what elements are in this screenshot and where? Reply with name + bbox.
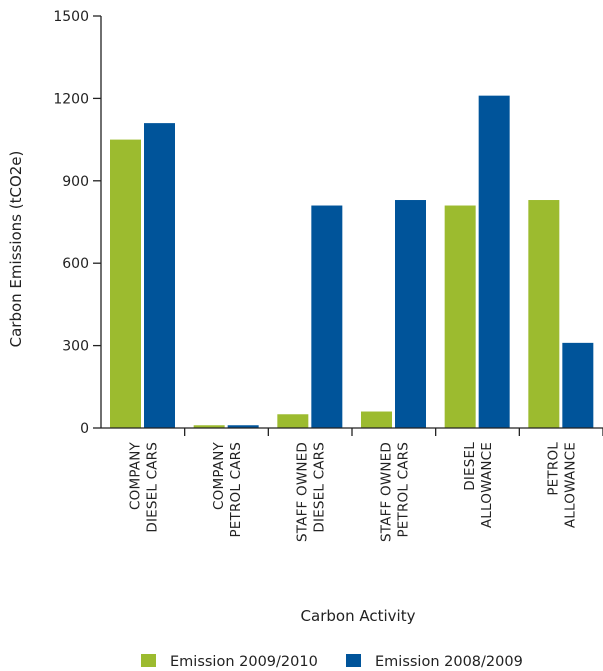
- category-label-line: ALLOWANCE: [479, 442, 495, 528]
- bar-series-2-cat-1: [144, 123, 175, 429]
- category-label-line: DIESEL CARS: [144, 442, 160, 533]
- category-label-line: PETROL CARS: [395, 442, 411, 538]
- legend-swatch: [346, 654, 361, 667]
- category-label-line: PETROL: [546, 442, 562, 496]
- category-label: COMPANY DIESEL CARS: [127, 441, 160, 532]
- category-label-line: DIESEL: [462, 442, 478, 491]
- category-label: PETROL ALLOWANCE: [546, 442, 579, 528]
- category-label: STAFF OWNED DIESEL CARS: [295, 442, 328, 542]
- y-axis-ticks: 0 300 600 900 1200 1500: [53, 9, 101, 437]
- legend: Emission 2009/2010 Emission 2008/2009: [141, 654, 523, 670]
- legend-label: Emission 2009/2010: [170, 654, 318, 670]
- legend-label: Emission 2008/2009: [375, 654, 523, 670]
- y-tick-label: 600: [62, 256, 89, 272]
- bar-series-2-cat-4: [395, 200, 426, 428]
- category-label: DIESEL ALLOWANCE: [462, 442, 495, 528]
- bar-series-2-cat-6: [562, 342, 594, 428]
- legend-item: Emission 2009/2010: [141, 654, 318, 670]
- category-label-line: PETROL CARS: [228, 442, 244, 538]
- y-tick-label: 0: [80, 421, 89, 437]
- bar-series-1-cat-6: [528, 200, 560, 428]
- category-label-line: ALLOWANCE: [563, 442, 579, 528]
- category-label-line: STAFF OWNED: [295, 442, 311, 542]
- bars: [110, 95, 594, 429]
- category-label: COMPANY PETROL CARS: [211, 441, 244, 537]
- x-axis-title: Carbon Activity: [301, 607, 416, 625]
- bar-series-2-cat-5: [478, 95, 510, 429]
- legend-item: Emission 2008/2009: [346, 654, 523, 670]
- category-label: STAFF OWNED PETROL CARS: [378, 442, 411, 542]
- y-axis-title: Carbon Emissions (tCO2e): [7, 151, 25, 348]
- legend-swatch: [141, 654, 156, 667]
- bar-series-1-cat-5: [444, 205, 476, 428]
- category-label-line: COMPANY: [127, 441, 143, 510]
- x-axis-ticks: [184, 428, 603, 436]
- y-tick-label: 900: [62, 174, 89, 190]
- y-tick-label: 1200: [53, 91, 89, 107]
- bar-series-2-cat-2: [227, 425, 259, 428]
- bar-series-2-cat-3: [311, 205, 343, 428]
- bar-series-1-cat-4: [361, 411, 392, 428]
- category-label-line: STAFF OWNED: [378, 442, 394, 542]
- y-tick-label: 1500: [53, 9, 89, 25]
- bar-series-1-cat-2: [193, 425, 225, 428]
- category-label-line: COMPANY: [211, 441, 227, 510]
- bar-series-1-cat-3: [277, 414, 309, 428]
- category-label-line: DIESEL CARS: [312, 442, 328, 533]
- y-tick-label: 300: [62, 339, 89, 355]
- x-axis-category-labels: COMPANY DIESEL CARS COMPANY PETROL CARS STAF…: [127, 441, 578, 542]
- bar-series-1-cat-1: [110, 139, 141, 428]
